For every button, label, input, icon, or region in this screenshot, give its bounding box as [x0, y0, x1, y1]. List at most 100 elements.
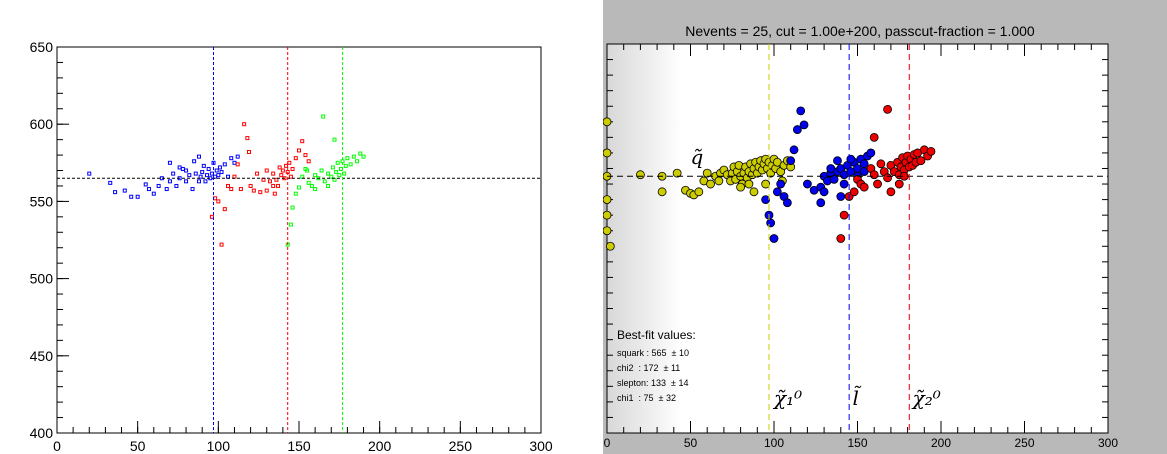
data-point [672, 168, 682, 178]
y-tick-label: 400 [30, 425, 54, 441]
data-point [332, 137, 337, 142]
data-point [657, 187, 667, 197]
y-tick-label: 450 [30, 348, 54, 364]
x-tick-label: 0 [604, 436, 611, 450]
data-point [322, 179, 327, 184]
data-point [926, 146, 936, 156]
x-tick-label: 50 [130, 438, 146, 454]
data-point [603, 195, 612, 204]
data-point [167, 160, 172, 165]
data-point [288, 222, 293, 227]
y-tick-label: 550 [30, 193, 54, 209]
legend-row: chi1 : 75 ± 32 [617, 393, 676, 403]
data-point [171, 171, 176, 176]
data-point [869, 132, 879, 142]
data-point [251, 188, 256, 193]
data-point [167, 179, 172, 184]
data-point [297, 148, 301, 153]
data-point [271, 171, 276, 176]
left-chart-panel: 0 50 100 150 200 250 300 400 450 500 550 600 650 [29, 39, 553, 454]
data-point [184, 179, 189, 184]
data-point [246, 149, 251, 154]
data-point [799, 120, 809, 130]
data-point [886, 187, 896, 197]
data-point [796, 106, 806, 116]
data-point [345, 156, 350, 161]
data-point [87, 171, 92, 176]
data-point [866, 148, 876, 158]
data-point [873, 179, 882, 189]
x-tick-label: 250 [1014, 436, 1034, 450]
right-chart-panel: Nevents = 25, cut = 1.00e+200, passcut-f… [603, 0, 1167, 454]
data-point [792, 125, 802, 134]
data-point [836, 192, 846, 201]
data-point [277, 165, 282, 170]
left-scatter-chart: 0 50 100 150 200 250 300 400 450 500 550 600 650 [30, 39, 553, 454]
data-point [229, 187, 234, 192]
right-scatter-chart: Nevents = 25, cut = 1.00e+200, passcut-f… [603, 23, 1118, 450]
data-point [235, 154, 240, 159]
data-point [280, 168, 285, 173]
data-point [214, 168, 219, 173]
data-point [164, 187, 169, 192]
x-tick-label: 150 [287, 438, 311, 454]
data-point [348, 162, 353, 167]
data-point [226, 183, 231, 188]
data-point [833, 156, 842, 166]
data-point [334, 170, 339, 175]
data-point [916, 156, 926, 166]
x-tick-label: 100 [207, 438, 231, 454]
data-point [603, 210, 612, 220]
data-point [258, 190, 263, 195]
data-point [802, 179, 812, 189]
plot-frame [606, 43, 1109, 434]
data-point [846, 154, 856, 164]
data-point [238, 187, 243, 192]
legend-row: chi2 : 172 ± 11 [617, 363, 681, 373]
data-point [306, 180, 311, 185]
data-point [694, 187, 704, 197]
data-point [839, 179, 849, 189]
chart-title: Nevents = 25, cut = 1.00e+200, passcut-f… [685, 23, 1035, 39]
data-point [736, 182, 746, 192]
data-point [203, 179, 208, 184]
data-point [229, 156, 234, 161]
data-point [242, 122, 247, 127]
data-point [216, 199, 221, 204]
data-point [883, 104, 892, 114]
data-point [826, 164, 836, 173]
data-point [603, 148, 612, 158]
x-tick-label: 0 [53, 438, 61, 454]
data-point [216, 173, 221, 178]
data-point [335, 160, 340, 165]
data-point [205, 173, 210, 178]
data-point [605, 241, 615, 251]
data-point [222, 207, 227, 212]
data-point [769, 234, 779, 243]
data-point [235, 162, 240, 167]
data-point [326, 183, 331, 188]
data-point [776, 179, 786, 189]
data-point [839, 210, 849, 220]
data-point [749, 187, 759, 197]
data-point [288, 174, 293, 179]
legend-row: squark : 565 ± 10 [617, 348, 689, 358]
data-point [198, 174, 203, 179]
data-point [174, 183, 179, 188]
data-point [326, 171, 331, 176]
data-point [829, 174, 839, 184]
data-point [321, 114, 326, 119]
data-point [849, 187, 859, 197]
data-point [108, 180, 113, 185]
data-point [206, 166, 211, 171]
data-point [329, 174, 334, 179]
data-point [702, 168, 712, 178]
data-point [337, 173, 342, 178]
data-point [343, 163, 348, 168]
x-tick-label: 50 [684, 436, 698, 450]
data-point [113, 190, 118, 195]
data-point [255, 171, 260, 176]
x-tick-label: 200 [931, 436, 951, 450]
data-point [303, 153, 308, 158]
data-point [789, 145, 799, 155]
